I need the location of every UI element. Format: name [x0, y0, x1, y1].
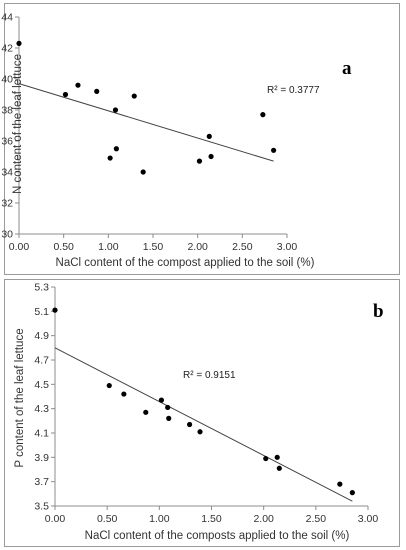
y-tick-label: 5.1: [34, 306, 49, 318]
data-point: [165, 404, 171, 411]
data-point: [197, 429, 203, 435]
x-tick-label: 2.00: [187, 241, 208, 253]
y-tick-label: 3.5: [34, 501, 49, 513]
data-point: [62, 91, 69, 98]
data-point: [276, 465, 282, 471]
data-point: [113, 146, 119, 152]
data-point: [274, 454, 280, 460]
x-tick-label: 1.00: [149, 513, 170, 525]
chart-b: 0.00 0.50 1.00 1.50 2.00 2.50 3.00 3.5 3.7 3.9 4.1…: [14, 282, 384, 543]
y-tick-label: 40: [1, 74, 13, 86]
data-point: [121, 391, 127, 397]
x-tick-label: 3.00: [358, 513, 379, 525]
y-tick-label: 38: [1, 105, 13, 117]
trendline: [18, 83, 274, 162]
y-tick-label: 34: [1, 167, 13, 179]
x-tick-label: 0.00: [45, 513, 66, 525]
data-point: [94, 88, 100, 94]
y-tick-label: 3.9: [34, 452, 49, 464]
y-tick-label: 4.7: [34, 355, 49, 367]
x-tick-label: 0.00: [9, 241, 30, 253]
r-squared-label: R² = 0.9151: [183, 370, 236, 381]
data-point: [52, 307, 58, 313]
y-tick-label: 4.1: [34, 428, 49, 440]
y-tick-label: 44: [1, 12, 13, 24]
y-axis-title: P content of the leaf lettuce: [14, 328, 26, 467]
panel-letter: b: [373, 301, 384, 322]
data-point: [131, 93, 137, 99]
data-point: [16, 40, 22, 46]
y-tick-label: 32: [1, 198, 13, 210]
x-axis-title: NaCl content of the composts applied to …: [85, 530, 350, 542]
y-tick-label: 36: [1, 136, 13, 148]
x-tick-label: 2.50: [306, 513, 327, 525]
data-point: [206, 133, 212, 139]
y-axis-title: N content of the leaf lettuce: [12, 54, 24, 194]
data-point: [107, 155, 113, 161]
data-point: [112, 107, 119, 113]
y-tick-label: 4.5: [34, 379, 49, 391]
data-point: [143, 409, 149, 415]
panel-a: 0.00 0.50 1.00 1.50 2.00 2.50 3.00 30 32 34 36 38 40…: [1, 3, 400, 275]
x-tick-label: 1.50: [201, 513, 222, 525]
y-tick-label: 4.3: [34, 403, 49, 415]
y-tick-label: 30: [1, 229, 13, 241]
data-point: [208, 153, 214, 160]
y-tick-label: 4.9: [34, 330, 49, 342]
data-point: [260, 112, 266, 118]
x-tick-label: 0.50: [53, 241, 74, 253]
data-point: [263, 455, 269, 462]
data-point: [106, 382, 112, 389]
y-tick-label: 5.3: [34, 282, 49, 294]
y-tick-label: 3.7: [34, 476, 49, 488]
data-point: [271, 147, 277, 153]
trendline: [54, 347, 353, 502]
data-point: [349, 490, 355, 496]
panel-b: 0.00 0.50 1.00 1.50 2.00 2.50 3.00 3.5 3.7 3.9 4.1…: [4, 279, 400, 547]
data-point: [166, 415, 172, 421]
x-tick-label: 1.00: [98, 241, 119, 253]
x-tick-label: 1.50: [143, 241, 164, 253]
x-tick-label: 3.00: [277, 241, 298, 253]
x-tick-label: 0.50: [97, 513, 118, 525]
data-point: [196, 158, 203, 164]
data-point: [140, 169, 146, 175]
data-point: [158, 397, 165, 403]
y-tick-label: 42: [1, 43, 13, 55]
data-point: [337, 481, 343, 487]
x-tick-label: 2.50: [232, 241, 253, 253]
chart-a: 0.00 0.50 1.00 1.50 2.00 2.50 3.00 30 32 34 36 38 40…: [1, 12, 352, 270]
x-axis-title: NaCl content of the compost applied to t…: [56, 257, 315, 269]
data-point: [75, 82, 81, 88]
x-tick-label: 2.00: [253, 513, 274, 525]
r-squared-label: R² = 0.3777: [267, 85, 320, 96]
panel-letter: a: [342, 58, 352, 79]
data-point: [186, 421, 193, 428]
